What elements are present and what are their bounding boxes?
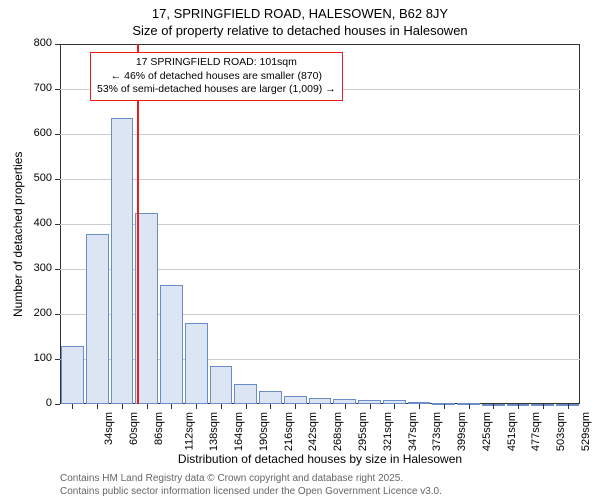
bar	[234, 384, 257, 404]
xtick	[568, 404, 569, 409]
xtick-label: 425sqm	[481, 412, 493, 451]
footer-attribution: Contains HM Land Registry data © Crown c…	[60, 472, 442, 498]
xtick	[469, 404, 470, 409]
x-axis-label: Distribution of detached houses by size …	[60, 452, 580, 466]
footer-line1: Contains HM Land Registry data © Crown c…	[60, 472, 442, 485]
ytick-label: 400	[20, 217, 52, 229]
xtick	[345, 404, 346, 409]
xtick-label: 112sqm	[183, 412, 195, 450]
xtick-label: 242sqm	[308, 412, 320, 451]
bar	[284, 396, 307, 404]
ytick-label: 200	[20, 307, 52, 319]
xtick-label: 503sqm	[555, 412, 567, 451]
xtick-label: 60sqm	[128, 412, 140, 445]
xtick	[147, 404, 148, 409]
xtick-label: 477sqm	[530, 412, 542, 451]
xtick	[419, 404, 420, 409]
xtick-label: 529sqm	[580, 412, 592, 451]
ytick-label: 500	[20, 172, 52, 184]
xtick-label: 295sqm	[357, 412, 369, 451]
xtick-label: 190sqm	[258, 412, 270, 451]
chart-title-main: 17, SPRINGFIELD ROAD, HALESOWEN, B62 8JY	[0, 0, 600, 21]
xtick	[122, 404, 123, 409]
xtick	[221, 404, 222, 409]
bar	[160, 285, 183, 404]
ytick-label: 600	[20, 127, 52, 139]
bar	[210, 366, 233, 404]
xtick	[72, 404, 73, 409]
xtick	[518, 404, 519, 409]
chart-title-sub: Size of property relative to detached ho…	[0, 21, 600, 38]
bar	[111, 118, 134, 404]
xtick	[246, 404, 247, 409]
ytick	[55, 179, 60, 180]
xtick	[394, 404, 395, 409]
xtick	[444, 404, 445, 409]
xtick-label: 321sqm	[382, 412, 394, 451]
xtick-label: 451sqm	[506, 412, 518, 451]
xtick	[493, 404, 494, 409]
xtick-label: 164sqm	[233, 412, 245, 451]
xtick-label: 138sqm	[209, 412, 221, 451]
ytick	[55, 404, 60, 405]
annotation-line: 53% of semi-detached houses are larger (…	[97, 83, 336, 97]
xtick	[171, 404, 172, 409]
ytick	[55, 89, 60, 90]
xtick	[97, 404, 98, 409]
bar	[259, 391, 282, 404]
ytick	[55, 224, 60, 225]
ytick-label: 0	[20, 397, 52, 409]
xtick	[320, 404, 321, 409]
ytick-label: 800	[20, 37, 52, 49]
ytick	[55, 359, 60, 360]
ytick	[55, 44, 60, 45]
bar	[185, 323, 208, 404]
ytick	[55, 134, 60, 135]
xtick-label: 347sqm	[407, 412, 419, 451]
xtick-label: 86sqm	[153, 412, 165, 445]
footer-line2: Contains public sector information licen…	[60, 485, 442, 498]
xtick	[295, 404, 296, 409]
annotation-box: 17 SPRINGFIELD ROAD: 101sqm← 46% of deta…	[90, 52, 343, 101]
xtick-label: 373sqm	[431, 412, 443, 451]
ytick	[55, 314, 60, 315]
xtick	[270, 404, 271, 409]
xtick	[196, 404, 197, 409]
ytick-label: 700	[20, 82, 52, 94]
xtick	[543, 404, 544, 409]
bar	[86, 234, 109, 404]
bar	[61, 346, 84, 405]
xtick	[370, 404, 371, 409]
xtick-label: 268sqm	[332, 412, 344, 451]
ytick	[55, 269, 60, 270]
annotation-line: 17 SPRINGFIELD ROAD: 101sqm	[97, 56, 336, 70]
ytick-label: 100	[20, 352, 52, 364]
xtick-label: 216sqm	[283, 412, 295, 451]
xtick-label: 34sqm	[103, 412, 115, 445]
annotation-line: ← 46% of detached houses are smaller (87…	[97, 70, 336, 84]
ytick-label: 300	[20, 262, 52, 274]
xtick-label: 399sqm	[456, 412, 468, 451]
